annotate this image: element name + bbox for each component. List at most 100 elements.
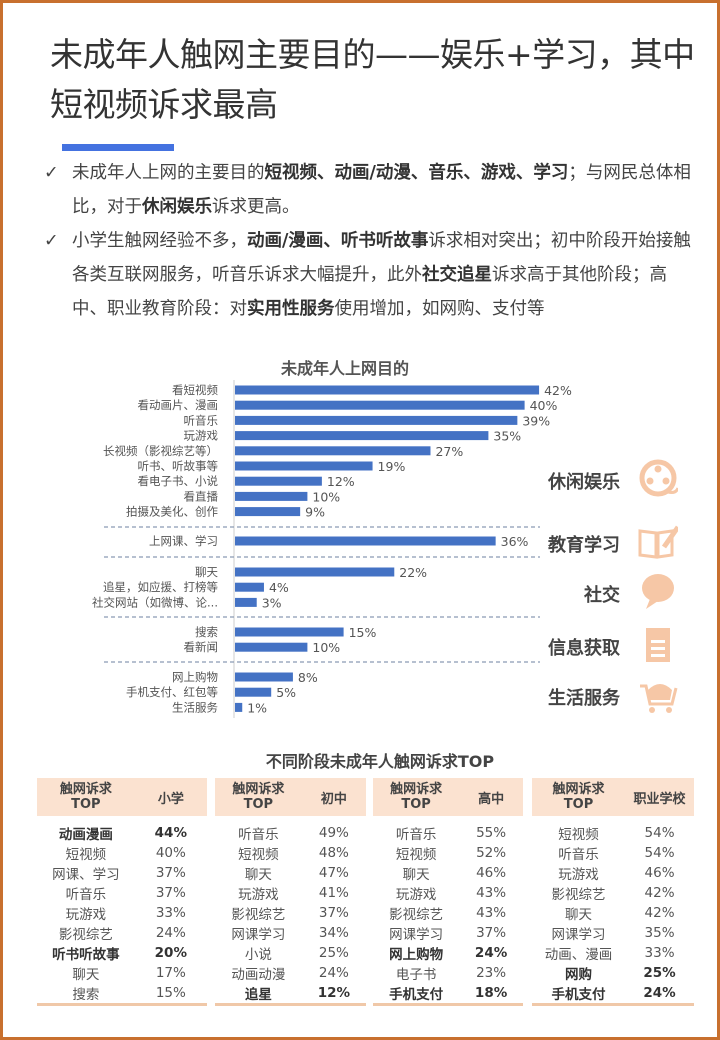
header-stage: 初中: [320, 791, 347, 807]
bar: [235, 491, 308, 501]
percent-cell: 37%: [155, 885, 186, 901]
percent-cell: 44%: [154, 825, 187, 841]
bullet-list: ✓ 未成年人上网的主要目的短视频、动画/动漫、音乐、游戏、学习；与网民总体相比，对…: [40, 156, 700, 326]
table-row: 手机支付 24%: [532, 983, 694, 1003]
demand-cell: 短视频: [558, 827, 599, 843]
demand-cell: 聊天: [565, 907, 593, 923]
demand-cell: 听书听故事: [52, 947, 120, 963]
data-label: 39%: [522, 413, 550, 428]
percent-cell: 54%: [644, 845, 675, 861]
category-label: 手机支付、红包等: [126, 685, 218, 699]
demand-cell: 小说: [244, 947, 272, 963]
bar: [235, 446, 431, 456]
percent-cell: 49%: [318, 825, 349, 841]
table-row: 听音乐 54%: [532, 843, 694, 863]
bullet-segment: 未成年人上网的主要目的: [72, 163, 265, 183]
table-row: 电子书 23%: [373, 963, 523, 983]
bar: [235, 702, 243, 712]
data-label: 1%: [247, 700, 267, 715]
bullet-highlight: 社交追星: [422, 265, 492, 285]
table-row: 玩游戏 41%: [215, 883, 366, 903]
percent-cell: 37%: [155, 865, 186, 881]
table-row: 玩游戏 33%: [37, 903, 207, 923]
shopping-cart-icon: [638, 674, 678, 714]
demand-cell: 动画漫画: [58, 827, 113, 843]
percent-cell: 54%: [644, 825, 675, 841]
demand-cell: 影视综艺: [58, 927, 113, 943]
bullet-segment: 诉求相对突出；初中阶段开始接触各类互联网服务，听音乐诉求大幅提升，此外: [72, 231, 691, 285]
demand-cell: 网课学习: [389, 927, 444, 943]
demand-cell: 玩游戏: [238, 887, 279, 903]
data-label: 36%: [501, 534, 529, 549]
demand-cell: 网上购物: [389, 947, 444, 963]
bar: [235, 672, 293, 682]
category-label: 上网课、学习: [149, 534, 218, 548]
table-row: 网上购物 24%: [373, 943, 523, 963]
table-row: 影视综艺 37%: [215, 903, 366, 923]
category-label: 听书、听故事等: [138, 459, 219, 473]
demand-cell: 搜索: [72, 987, 100, 1003]
table-row: 短视频 54%: [532, 823, 694, 843]
table-row: 聊天 47%: [215, 863, 366, 883]
demand-cell: 影视综艺: [231, 907, 286, 923]
category-label: 追星，如应援、打榜等: [103, 580, 218, 594]
bar: [235, 627, 344, 637]
header-demand: 触网诉求 TOP: [552, 782, 605, 812]
table-row: 搜索 15%: [37, 983, 207, 1003]
table-row: 听音乐 55%: [373, 823, 523, 843]
percent-cell: 52%: [476, 845, 507, 861]
category-label: 网上购物: [172, 670, 218, 684]
table-row: 听书听故事 20%: [37, 943, 207, 963]
percent-cell: 47%: [318, 865, 349, 881]
title-accent-bar: [62, 144, 174, 151]
table-row: 听音乐 37%: [37, 883, 207, 903]
percent-cell: 24%: [643, 985, 676, 1001]
data-label: 27%: [435, 444, 463, 459]
demand-cell: 听音乐: [395, 827, 437, 843]
film-reel-icon: [638, 458, 680, 498]
percent-cell: 43%: [476, 905, 507, 921]
table-row: 网课学习 34%: [215, 923, 366, 943]
demand-cell: 网课学习: [231, 927, 286, 943]
table-row: 网购 25%: [532, 963, 694, 983]
demand-cell: 电子书: [395, 967, 437, 983]
percent-cell: 34%: [318, 925, 349, 941]
stage-table: 触网诉求 TOP 小学 动画漫画 44% 短视频 40% 网课、学习 37% 听音乐 37% 玩游戏 3…: [37, 778, 207, 1006]
percent-cell: 20%: [154, 945, 187, 961]
demand-cell: 手机支付: [389, 987, 444, 1003]
category-label: 看动画片、漫画: [138, 398, 219, 412]
percent-cell: 48%: [318, 845, 349, 861]
header-demand: 触网诉求 TOP: [59, 782, 112, 812]
data-label: 10%: [312, 640, 340, 655]
demand-cell: 聊天: [402, 867, 430, 883]
category-label: 看短视频: [172, 383, 218, 397]
percent-cell: 12%: [317, 985, 351, 1001]
category-label: 听音乐: [184, 413, 219, 427]
category-label: 看直播: [184, 489, 219, 503]
tables-title: 不同阶段未成年人触网诉求TOP: [265, 752, 495, 771]
book-pen-icon: [638, 521, 681, 561]
data-label: 35%: [493, 429, 521, 444]
percent-cell: 25%: [643, 965, 676, 981]
table-row: 影视综艺 42%: [532, 883, 694, 903]
category-label: 聊天: [195, 565, 218, 579]
table-row: 动画、漫画 33%: [532, 943, 694, 963]
demand-cell: 动画动漫: [231, 967, 286, 983]
percent-cell: 42%: [644, 905, 675, 921]
table-row: 短视频 40%: [37, 843, 207, 863]
table-row: 聊天 46%: [373, 863, 523, 883]
bar: [235, 642, 308, 652]
group-label: 生活服务: [548, 688, 620, 709]
stage-table: 触网诉求 TOP 职业学校 短视频 54% 听音乐 54% 玩游戏 46% 影视综艺 42% 聊天 42…: [532, 778, 694, 1006]
bullet-segment: ；与网民总体相比，对于: [72, 163, 691, 217]
table-row: 影视综艺 43%: [373, 903, 523, 923]
data-label: 5%: [276, 685, 296, 700]
percent-cell: 17%: [155, 965, 186, 981]
data-label: 42%: [544, 383, 572, 398]
bar: [235, 415, 518, 425]
data-label: 10%: [312, 489, 340, 504]
category-label: 长视频（影视综艺等）: [103, 444, 218, 458]
bullet-item: ✓ 未成年人上网的主要目的短视频、动画/动漫、音乐、游戏、学习；与网民总体相比，对…: [40, 156, 700, 224]
table-row: 动画漫画 44%: [37, 823, 207, 843]
